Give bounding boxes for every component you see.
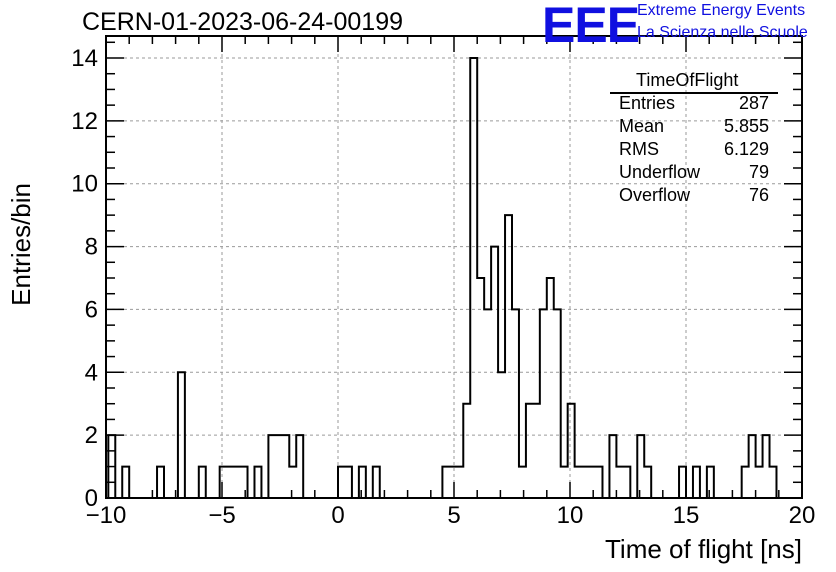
histogram-bin [220, 467, 227, 498]
histogram-bin [463, 404, 470, 498]
histogram-outline [107, 57, 778, 499]
x-axis-label: Time of flight [ns] [605, 534, 802, 564]
histogram-bin [359, 467, 366, 498]
org-name-line2: La Scienza nelle Scuole [637, 24, 808, 41]
histogram-bin [770, 467, 777, 498]
histogram-bin [275, 435, 282, 498]
stats-entries-value: 287 [738, 93, 769, 113]
axis-ticks [105, 36, 803, 499]
histogram-bin [122, 467, 129, 498]
histogram-bin [742, 467, 749, 498]
histogram-bin [568, 404, 575, 498]
stats-title-underline [610, 92, 778, 94]
x-tick-label: 15 [673, 502, 700, 529]
histogram-bin [289, 467, 296, 498]
histogram-bin [707, 467, 714, 498]
histogram-bin [227, 467, 234, 498]
histogram-bin [616, 467, 623, 498]
y-tick-label: 10 [71, 171, 98, 198]
histogram-bars [107, 57, 778, 499]
stats-underflow-label: Underflow [619, 162, 701, 182]
grid-lines [106, 36, 802, 498]
stats-rms-value: 6.129 [723, 139, 769, 159]
histogram-bin [477, 278, 484, 498]
histogram-bin [679, 467, 686, 498]
histogram-bin [268, 435, 275, 498]
histogram-bin [254, 467, 261, 498]
y-tick-label: 14 [71, 45, 98, 72]
histogram-bin [282, 435, 289, 498]
stats-overflow-label: Overflow [619, 185, 691, 205]
histogram-bin [519, 467, 526, 498]
histogram-bin [547, 278, 554, 498]
y-axis-label: Entries/bin [6, 183, 36, 306]
histogram-bin [756, 467, 763, 498]
x-tick-label: −10 [86, 502, 127, 529]
y-tick-label: 8 [85, 234, 98, 261]
histogram-bin [582, 467, 589, 498]
histogram-bin [540, 309, 547, 498]
x-tick-label: 0 [331, 502, 344, 529]
histogram-bin [623, 467, 630, 498]
x-tick-label: 20 [789, 502, 816, 529]
y-tick-label: 4 [85, 359, 98, 386]
stats-entries-label: Entries [619, 93, 676, 113]
y-tick-label: 6 [85, 296, 98, 323]
y-tick-label: 12 [71, 108, 98, 135]
stats-mean-label: Mean [619, 116, 665, 136]
histogram-bin [693, 467, 700, 498]
histogram-bin [554, 309, 561, 498]
x-tick-label: −5 [208, 502, 235, 529]
stats-underflow-value: 79 [748, 162, 769, 182]
stats-overflow-value: 76 [748, 185, 769, 205]
histogram-bin [609, 435, 616, 498]
y-tick-label: 2 [85, 422, 98, 449]
histogram-bin [199, 467, 206, 498]
histogram-bin [505, 215, 512, 498]
histogram-bin [575, 467, 582, 498]
histogram-bin [637, 435, 644, 498]
histogram-bin [234, 467, 241, 498]
histogram-bin [526, 404, 533, 498]
eee-logo: EEE [542, 0, 640, 53]
histogram-bin [596, 467, 603, 498]
run-title: CERN-01-2023-06-24-00199 [82, 8, 404, 36]
histogram-bin [589, 467, 596, 498]
histogram-bin [296, 435, 303, 498]
histogram-bin [484, 309, 491, 498]
y-tick-label: 0 [85, 485, 98, 512]
histogram-bin [345, 467, 352, 498]
histogram-bin [241, 467, 248, 498]
histogram-bin [373, 467, 380, 498]
histogram-bin [456, 467, 463, 498]
histogram-bin [644, 467, 651, 498]
histogram-bin [561, 467, 568, 498]
histogram-bin [512, 309, 519, 498]
histogram-bin [470, 58, 477, 498]
stats-rms-label: RMS [619, 139, 659, 159]
histogram-bin [763, 435, 770, 498]
histogram-bin [157, 467, 164, 498]
x-tick-label: 5 [447, 502, 460, 529]
histogram-bin [749, 435, 756, 498]
histogram-bin [533, 404, 540, 498]
histogram-bin [338, 467, 345, 498]
stats-mean-value: 5.855 [723, 116, 769, 136]
x-tick-label: 10 [557, 502, 584, 529]
stats-title: TimeOfFlight [636, 70, 739, 90]
histogram-bin [442, 467, 449, 498]
tick-labels: −10 −5 0 5 10 15 20 0 2 4 6 8 10 12 14 [71, 45, 815, 529]
histogram-bin [449, 467, 456, 498]
org-name-line1: Extreme Energy Events [637, 2, 806, 19]
